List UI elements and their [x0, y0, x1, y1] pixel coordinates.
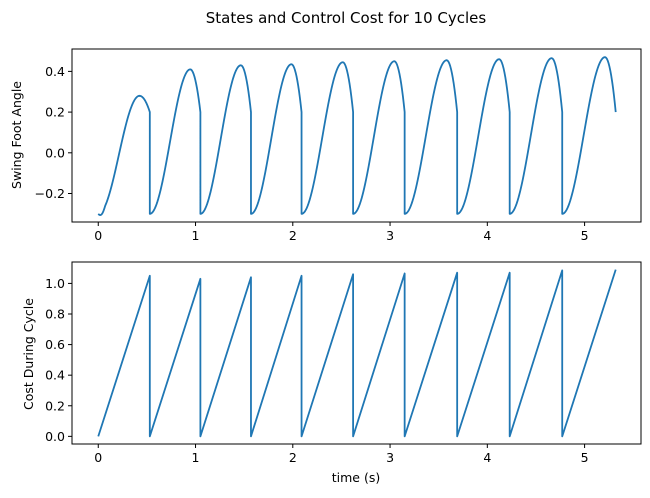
top-x-tick-label: 0 [94, 228, 102, 243]
bottom-x-tick-label: 4 [483, 450, 491, 465]
figure-title: States and Control Cost for 10 Cycles [206, 9, 487, 27]
top-x-tick-label: 3 [386, 228, 394, 243]
bottom-y-tick-label: 0.4 [45, 368, 65, 383]
top-y-tick-label: −0.2 [35, 186, 65, 201]
top-x-tick-label: 5 [581, 228, 589, 243]
bottom-x-tick-label: 2 [289, 450, 297, 465]
bottom-y-ticks: 0.0 0.2 0.4 0.6 0.8 1.0 [45, 276, 72, 444]
top-y-tick-label: 0.0 [45, 145, 65, 160]
bottom-y-axis-label: Cost During Cycle [21, 298, 36, 410]
top-y-ticks: −0.2 0.0 0.2 0.4 [35, 64, 72, 201]
bottom-x-tick-label: 0 [94, 450, 102, 465]
bottom-y-tick-label: 0.2 [45, 398, 65, 413]
top-plot-frame [71, 48, 642, 223]
top-subplot: 0 1 2 3 4 5 −0.2 0.0 0.2 0.4 Swing Foot Angle [9, 48, 642, 243]
top-x-tick-label: 2 [289, 228, 297, 243]
swing-foot-angle-line [97, 56, 617, 216]
cost-during-cycle-line [97, 269, 617, 438]
top-x-tick-label: 1 [192, 228, 200, 243]
bottom-y-tick-label: 1.0 [45, 276, 65, 291]
bottom-subplot: 0 1 2 3 4 5 0.0 0.2 0.4 0.6 0.8 1.0 Cost During Cy… [21, 261, 642, 485]
top-y-tick-label: 0.2 [45, 105, 65, 120]
bottom-x-tick-label: 3 [386, 450, 394, 465]
bottom-x-tick-label: 5 [581, 450, 589, 465]
bottom-x-tick-label: 1 [192, 450, 200, 465]
bottom-y-tick-label: 0.0 [45, 429, 65, 444]
top-y-tick-label: 0.4 [45, 64, 65, 79]
bottom-plot-frame [71, 261, 642, 445]
bottom-x-axis-label: time (s) [332, 470, 380, 485]
bottom-y-tick-label: 0.6 [45, 337, 65, 352]
bottom-y-tick-label: 0.8 [45, 307, 65, 322]
top-y-axis-label: Swing Foot Angle [9, 81, 24, 189]
top-x-tick-label: 4 [483, 228, 491, 243]
top-x-ticks: 0 1 2 3 4 5 [94, 222, 589, 243]
bottom-x-ticks: 0 1 2 3 4 5 [94, 444, 589, 465]
